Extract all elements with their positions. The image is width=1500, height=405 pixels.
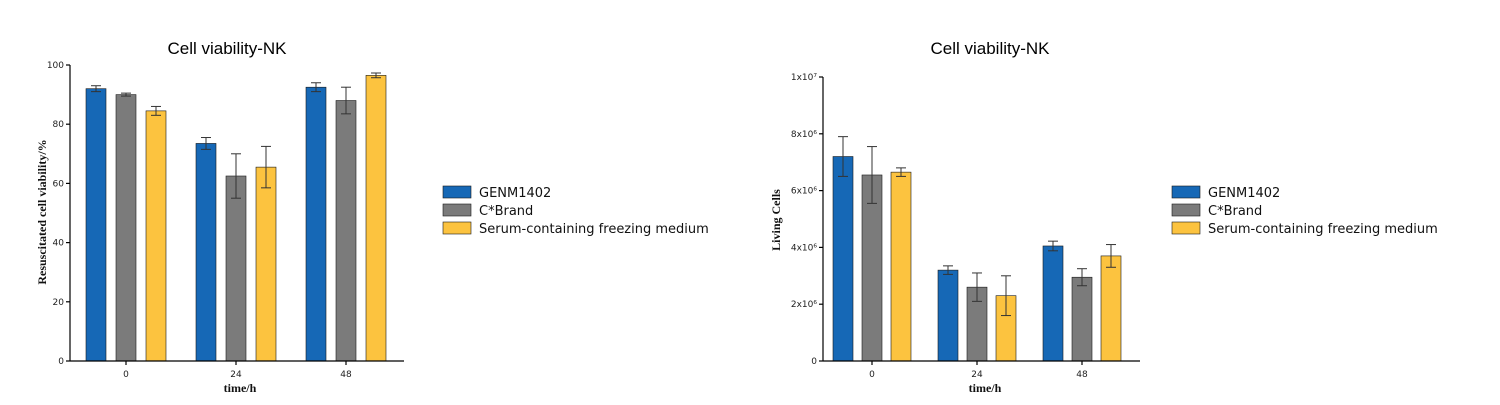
bar-genm1402-48 [305, 86, 327, 362]
chart-viability: Cell viability-NK 0 20 40 60 80 100 0 24 48 time… [35, 39, 709, 395]
legend-label: C*Brand [1208, 204, 1262, 219]
legend-label: C*Brand [479, 204, 533, 219]
bar-genm1402-0 [85, 88, 107, 362]
bar-serum-containing-freezing-medium-48 [365, 75, 387, 362]
y-tick-label: 100 [47, 61, 64, 71]
legend-label: Serum-containing freezing medium [479, 222, 709, 237]
legend-swatch [1171, 203, 1201, 217]
legend-label: Serum-containing freezing medium [1208, 222, 1438, 237]
y-tick-label: 8x10⁶ [791, 130, 818, 140]
bar-genm1402-48 [1042, 245, 1064, 362]
axes: 0 2x10⁶ 4x10⁶ 6x10⁶ 8x10⁶ 1x10⁷ 0 24 48 [791, 73, 1140, 380]
bar-genm1402-24 [195, 143, 217, 362]
chart-title: Cell viability-NK [930, 39, 1050, 58]
x-axis-label: time/h [969, 381, 1002, 395]
y-tick-label: 1x10⁷ [791, 73, 818, 83]
legend-label: GENM1402 [479, 186, 551, 201]
legend-swatch [442, 185, 472, 199]
bar-group [832, 136, 1122, 362]
legend-label: GENM1402 [1208, 186, 1280, 201]
x-axis-label: time/h [224, 381, 257, 395]
y-tick-label: 40 [53, 239, 65, 249]
chart-title: Cell viability-NK [167, 39, 287, 58]
bar-c-brand-0 [115, 94, 137, 362]
legend: GENM1402 C*Brand Serum-containing freezing… [442, 185, 709, 237]
bar-genm1402-24 [937, 269, 959, 362]
bar-serum-containing-freezing-medium-0 [890, 171, 912, 362]
legend-swatch [1171, 185, 1201, 199]
bar-serum-containing-freezing-medium-24 [255, 166, 277, 362]
axes: 0 20 40 60 80 100 0 24 48 [47, 61, 404, 380]
bar-genm1402-0 [832, 156, 854, 362]
x-tick-label: 48 [340, 370, 352, 380]
y-tick-label: 80 [53, 120, 65, 130]
bar-group [85, 72, 387, 362]
y-tick-label: 4x10⁶ [791, 243, 818, 253]
bar-serum-containing-freezing-medium-48 [1100, 255, 1122, 362]
x-tick-label: 0 [869, 370, 875, 380]
y-tick-label: 2x10⁶ [791, 300, 818, 310]
bar-serum-containing-freezing-medium-0 [145, 110, 167, 362]
legend: GENM1402 C*Brand Serum-containing freezing… [1171, 185, 1438, 237]
y-tick-label: 20 [53, 298, 65, 308]
y-tick-label: 60 [53, 179, 65, 189]
legend-swatch [1171, 221, 1201, 235]
y-tick-label: 6x10⁶ [791, 187, 818, 197]
y-tick-label: 0 [811, 357, 817, 367]
x-tick-label: 0 [123, 370, 129, 380]
chart-living-cells: Cell viability-NK 0 2x10⁶ 4x10⁶ 6x10⁶ 8x10⁶ 1… [769, 39, 1438, 395]
legend-swatch [442, 203, 472, 217]
bar-c-brand-48 [335, 100, 357, 362]
bar-c-brand-48 [1071, 276, 1093, 362]
x-tick-label: 24 [971, 370, 983, 380]
y-axis-label: Resuscitated cell viability/% [35, 139, 49, 284]
x-tick-label: 48 [1076, 370, 1088, 380]
legend-swatch [442, 221, 472, 235]
y-tick-label: 0 [58, 357, 64, 367]
bar-c-brand-24 [225, 175, 247, 362]
x-tick-label: 24 [230, 370, 242, 380]
y-axis-label: Living Cells [769, 189, 783, 251]
